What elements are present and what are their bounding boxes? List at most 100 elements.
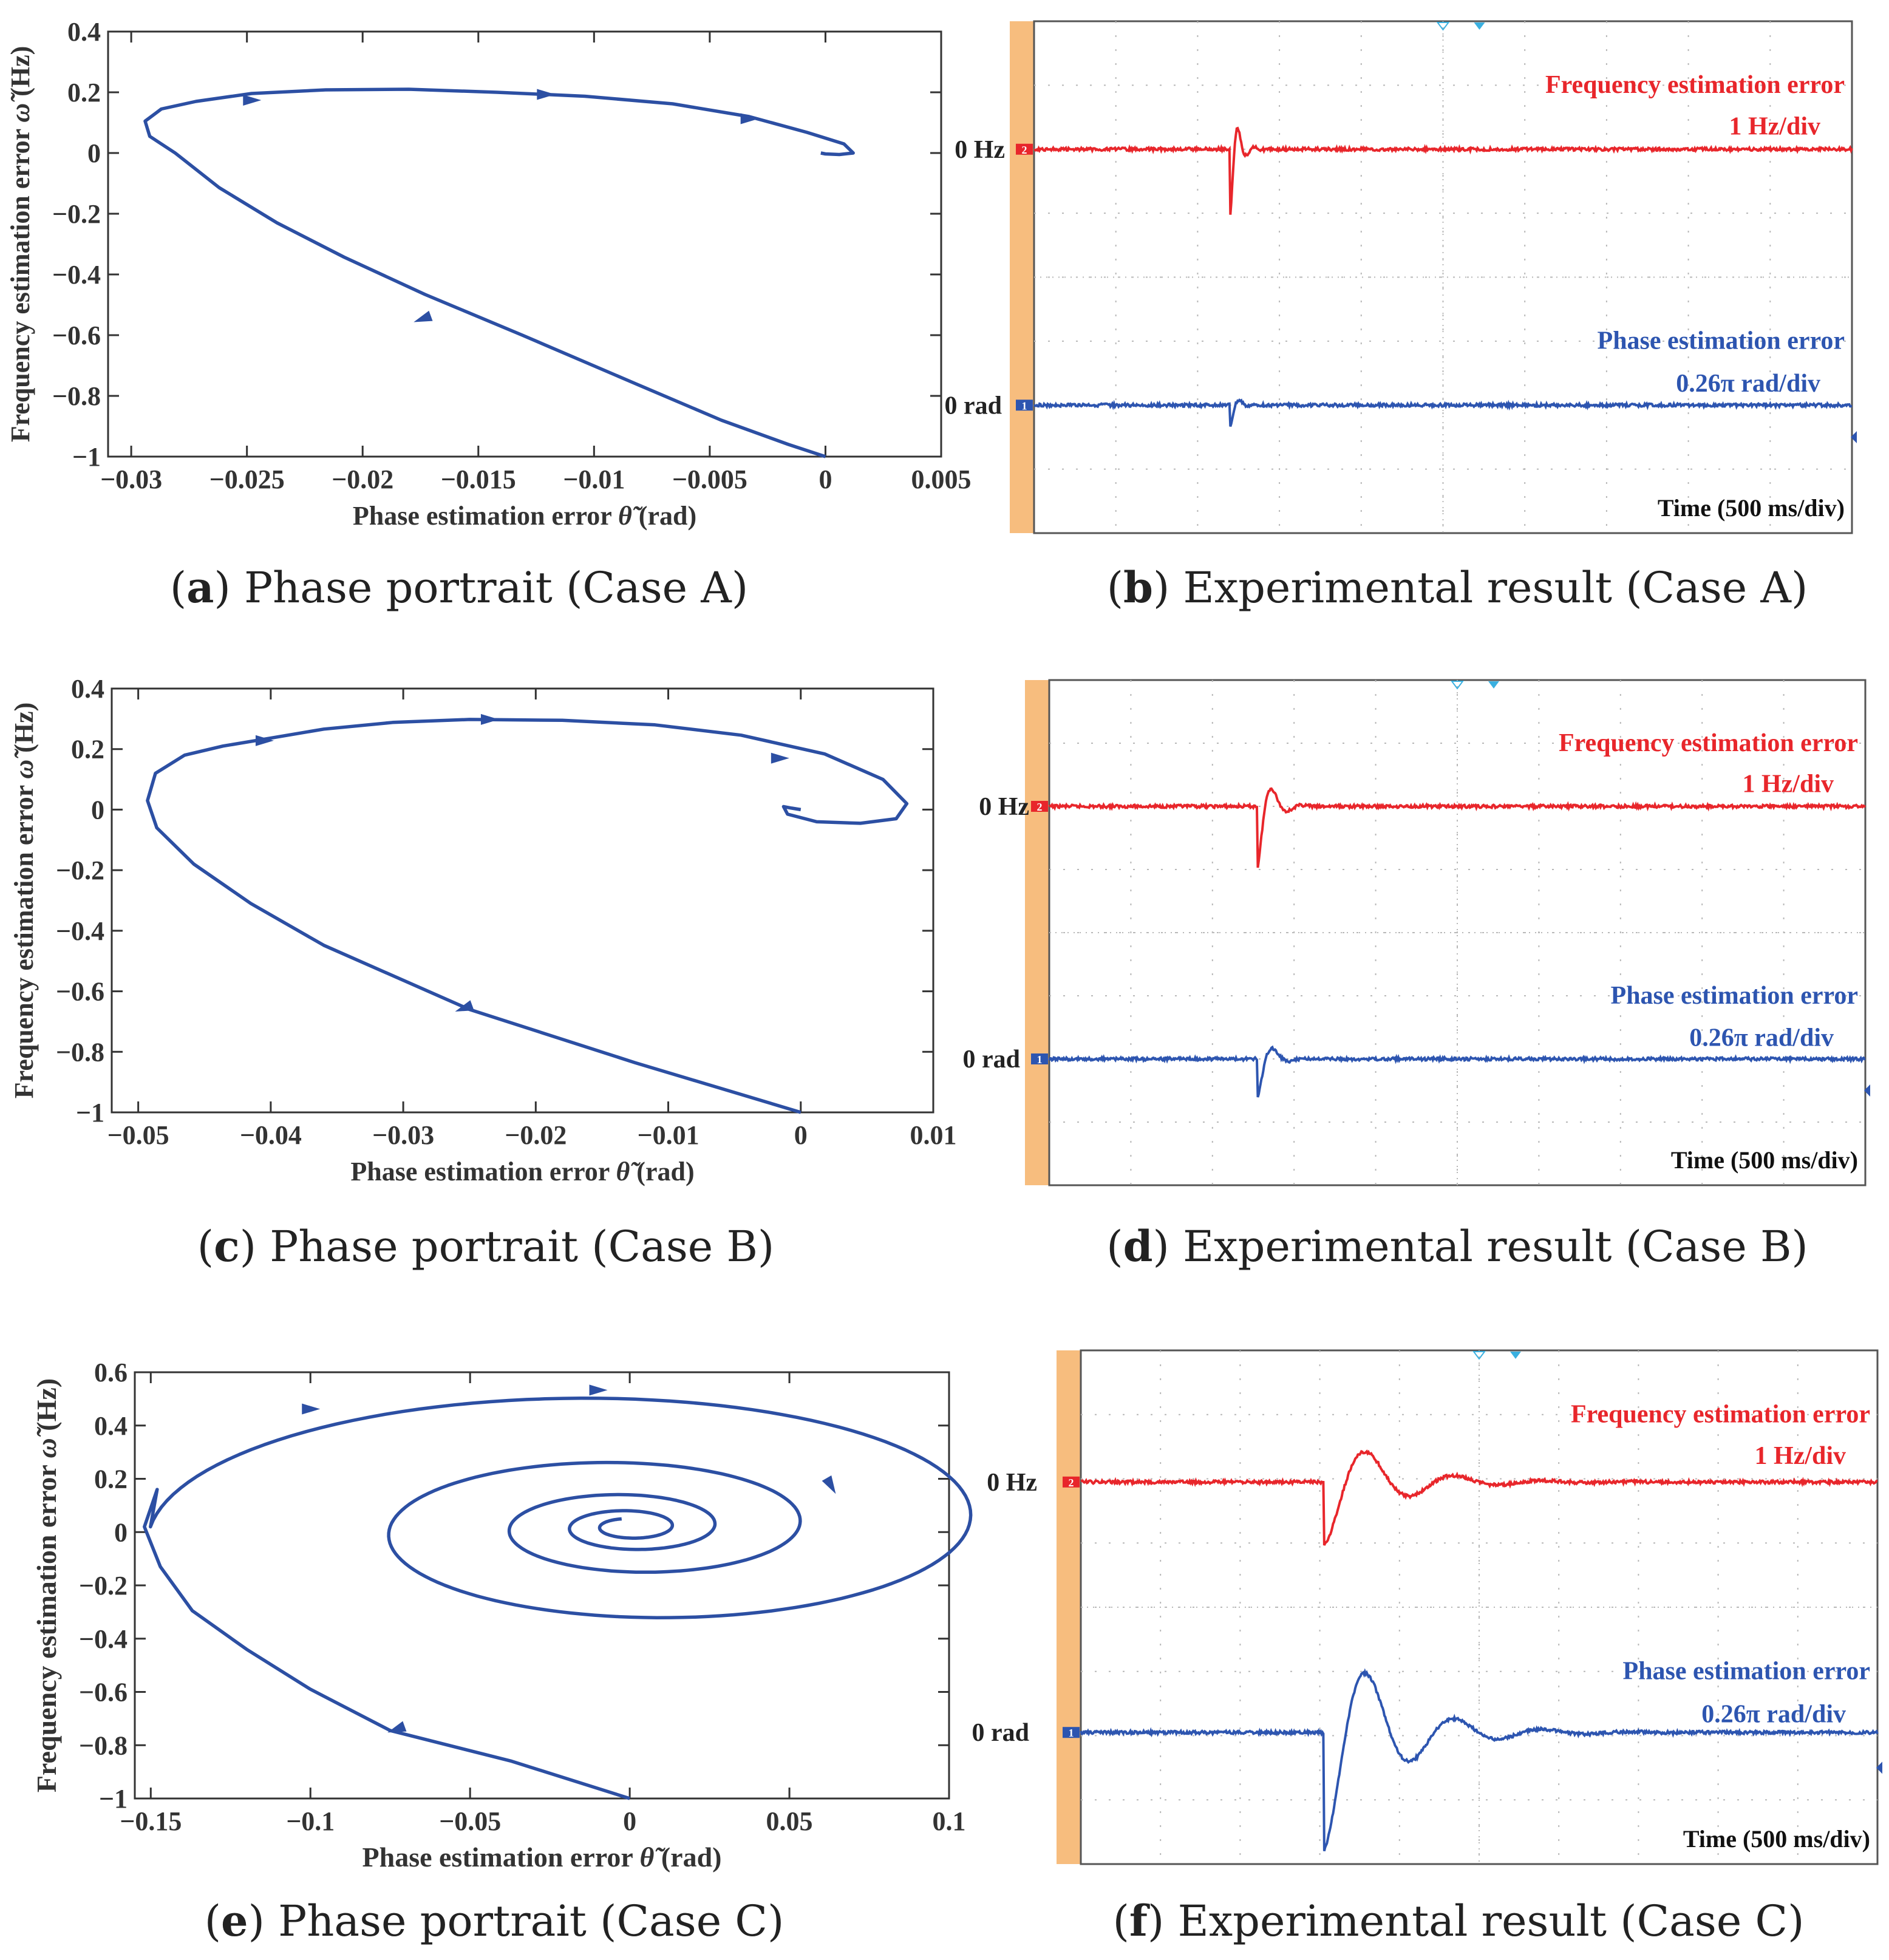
direction-arrow <box>537 89 556 100</box>
channel-2-marker <box>1063 1476 1080 1488</box>
time-scale-label: Time (500 ms/div) <box>1658 494 1845 522</box>
direction-arrow <box>822 1475 836 1494</box>
y-tick-label: −0.4 <box>56 916 104 946</box>
y-tick-label: −1 <box>76 1098 104 1128</box>
cursor-marker-icon <box>1451 681 1464 690</box>
x-tick-label: −0.02 <box>505 1120 567 1150</box>
direction-arrow <box>387 1721 407 1733</box>
caption-close: ) <box>248 1896 265 1946</box>
caption-letter: a <box>186 562 214 613</box>
trigger-level-icon <box>1851 430 1857 443</box>
time-scale-label: Time (500 ms/div) <box>1671 1146 1858 1174</box>
x-tick-label: 0.01 <box>910 1120 957 1150</box>
x-axis-label-prefix: Phase estimation error <box>353 501 618 531</box>
direction-arrow <box>771 752 789 764</box>
direction-arrow <box>243 95 262 106</box>
trigger-marker-icon <box>1488 681 1499 689</box>
channel-2-marker <box>1031 801 1048 812</box>
caption-close: ) <box>1153 1222 1169 1271</box>
trigger-level-icon <box>1864 1084 1870 1097</box>
y-tick-label: −0.2 <box>79 1571 128 1601</box>
caption-open: ( <box>1113 1896 1129 1946</box>
y-tick-label: 0.4 <box>71 674 104 704</box>
y-axis-label-prefix: Frequency estimation error <box>5 123 35 443</box>
caption-letter: d <box>1123 1221 1153 1271</box>
direction-arrow <box>414 310 433 322</box>
phase-error-title: Phase estimation error <box>1598 327 1845 355</box>
panel-caption: (b) Experimental result (Case A) <box>1107 562 1808 613</box>
scope-side-strip <box>1057 1350 1081 1864</box>
channel-1-number: 1 <box>1069 1727 1074 1739</box>
panel-caption: (c) Phase portrait (Case B) <box>197 1221 774 1271</box>
plot-frame <box>134 1371 950 1800</box>
y-tick-label: −0.4 <box>52 260 101 290</box>
plot-frame <box>111 687 934 1114</box>
y-tick-label: −0.8 <box>56 1037 104 1067</box>
experimental-result-case-c: 2 1 0 Hz 0 rad Frequency estimation error 1 H… <box>972 1349 1882 1946</box>
y-axis-label-prefix: Frequency estimation error <box>31 1458 62 1793</box>
caption-close: ) <box>240 1222 256 1271</box>
panel-caption: (d) Experimental result (Case B) <box>1106 1221 1808 1271</box>
direction-arrow <box>255 735 274 746</box>
frequency-scale-label: 1 Hz/div <box>1729 113 1820 141</box>
phase-portrait-case-a: −0.03 −0.025 −0.02 −0.015 −0.01 −0.005 0 0.005 −… <box>5 17 972 613</box>
channel-1-marker <box>1031 1053 1048 1064</box>
zero-hz-label: 0 Hz <box>987 1469 1037 1497</box>
panel-caption: (a) Phase portrait (Case A) <box>170 562 748 613</box>
x-tick-label: −0.01 <box>563 464 625 494</box>
x-tick-label: 0.05 <box>766 1806 813 1836</box>
y-tick-label: 0.2 <box>71 735 104 764</box>
x-tick-label: −0.15 <box>120 1806 182 1836</box>
x-tick-label: −0.05 <box>439 1806 501 1836</box>
x-tick-label: −0.005 <box>672 464 747 494</box>
caption-close: ) <box>1153 563 1169 613</box>
frequency-scale-label: 1 Hz/div <box>1754 1442 1846 1470</box>
x-tick-label: −0.015 <box>441 464 516 494</box>
x-axis-label: Phase estimation error θ̃ (rad) <box>362 1842 722 1873</box>
zero-hz-label: 0 Hz <box>979 793 1029 821</box>
scope-side-strip <box>1025 680 1049 1185</box>
phase-error-title: Phase estimation error <box>1611 982 1858 1010</box>
frequency-error-trace <box>1080 1449 1878 1546</box>
x-tick-label: −0.03 <box>372 1120 434 1150</box>
x-tick-label: 0.1 <box>933 1806 966 1836</box>
caption-text: Experimental result (Case C) <box>1164 1896 1804 1946</box>
frequency-error-trace <box>1033 126 1853 215</box>
direction-arrow <box>740 113 759 124</box>
y-tick-label: −0.4 <box>79 1624 128 1654</box>
x-tick-label: −0.1 <box>286 1806 335 1836</box>
channel-2-number: 2 <box>1037 801 1043 813</box>
trigger-level-icon <box>1876 1761 1882 1774</box>
y-axis-label-suffix: (Hz) <box>31 1378 62 1438</box>
y-tick-label: 0.4 <box>94 1411 128 1441</box>
caption-text: Phase portrait (Case C) <box>265 1896 784 1946</box>
y-tick-label: −0.6 <box>56 977 104 1007</box>
caption-open: ( <box>170 563 186 613</box>
y-tick-label: 0.6 <box>94 1358 128 1387</box>
panel-caption: (f) Experimental result (Case C) <box>1113 1896 1805 1946</box>
caption-letter: e <box>221 1896 248 1946</box>
channel-2-number: 2 <box>1022 144 1027 156</box>
y-axis-label-suffix: (Hz) <box>5 46 35 103</box>
y-tick-label: 0 <box>114 1517 128 1547</box>
y-tick-label: −1 <box>72 442 101 472</box>
phase-scale-label: 0.26π rad/div <box>1701 1700 1846 1728</box>
y-tick-label: −0.8 <box>52 381 101 411</box>
x-tick-label: −0.03 <box>100 464 162 494</box>
caption-letter: c <box>214 1221 240 1271</box>
y-tick-label: −0.2 <box>56 856 104 885</box>
frequency-scale-label: 1 Hz/div <box>1742 770 1834 798</box>
y-tick-label: 0 <box>91 795 104 825</box>
zero-rad-label: 0 rad <box>963 1046 1021 1074</box>
x-tick-label: 0 <box>819 464 832 494</box>
y-tick-label: −0.8 <box>79 1730 128 1760</box>
zero-rad-label: 0 rad <box>945 392 1002 420</box>
phase-error-trace <box>1048 1045 1866 1098</box>
y-tick-label: 0 <box>87 138 101 168</box>
cursor-marker-icon <box>1436 22 1450 31</box>
channel-2-number: 2 <box>1069 1477 1074 1489</box>
channel-1-number: 1 <box>1022 400 1027 412</box>
y-tick-label: −1 <box>99 1784 128 1814</box>
caption-open: ( <box>1106 1222 1123 1271</box>
x-tick-label: −0.025 <box>209 464 285 494</box>
